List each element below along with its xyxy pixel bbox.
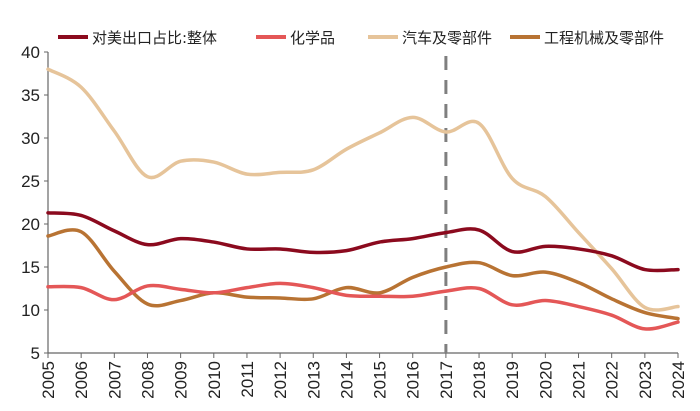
- x-tick-label: 2013: [304, 361, 323, 399]
- y-tick-label: 35: [21, 86, 40, 105]
- x-tick-label: 2017: [437, 361, 456, 399]
- y-tick-label: 25: [21, 172, 40, 191]
- x-tick-label: 2018: [470, 361, 489, 399]
- y-tick-label: 15: [21, 258, 40, 277]
- series-line-2: [46, 67, 680, 312]
- series-line-3: [46, 228, 680, 321]
- x-tick-label: 2019: [503, 361, 522, 399]
- legend-label-1: 化学品: [290, 29, 335, 47]
- y-tick-label: 40: [21, 43, 40, 62]
- x-tick-label: 2012: [271, 361, 290, 399]
- x-tick-label: 2020: [536, 361, 555, 399]
- x-tick-label: 2014: [337, 361, 356, 399]
- x-tick-label: 2007: [105, 361, 124, 399]
- x-tick-label: 2021: [570, 361, 589, 399]
- x-tick-label: 2023: [636, 361, 655, 399]
- y-tick-label: 30: [21, 129, 40, 148]
- legend-label-3: 工程机械及零部件: [544, 29, 664, 47]
- x-tick-label: 2011: [238, 361, 257, 398]
- x-tick-label: 2009: [172, 361, 191, 399]
- series-line-1: [46, 281, 680, 331]
- legend-label-2: 汽车及零部件: [402, 29, 492, 47]
- x-tick-label: 2024: [669, 361, 688, 399]
- x-tick-label: 2016: [404, 361, 423, 399]
- x-tick-label: 2010: [205, 361, 224, 399]
- series-line-0: [46, 211, 680, 273]
- y-tick-label: 10: [21, 301, 40, 320]
- x-tick-label: 2005: [39, 361, 58, 399]
- x-tick-label: 2006: [72, 361, 91, 399]
- x-tick-label: 2022: [603, 361, 622, 399]
- y-tick-label: 5: [31, 344, 40, 363]
- x-tick-label: 2008: [138, 361, 157, 399]
- legend-label-0: 对美出口占比:整体: [92, 29, 217, 47]
- x-tick-label: 2015: [371, 361, 390, 399]
- y-tick-label: 20: [21, 215, 40, 234]
